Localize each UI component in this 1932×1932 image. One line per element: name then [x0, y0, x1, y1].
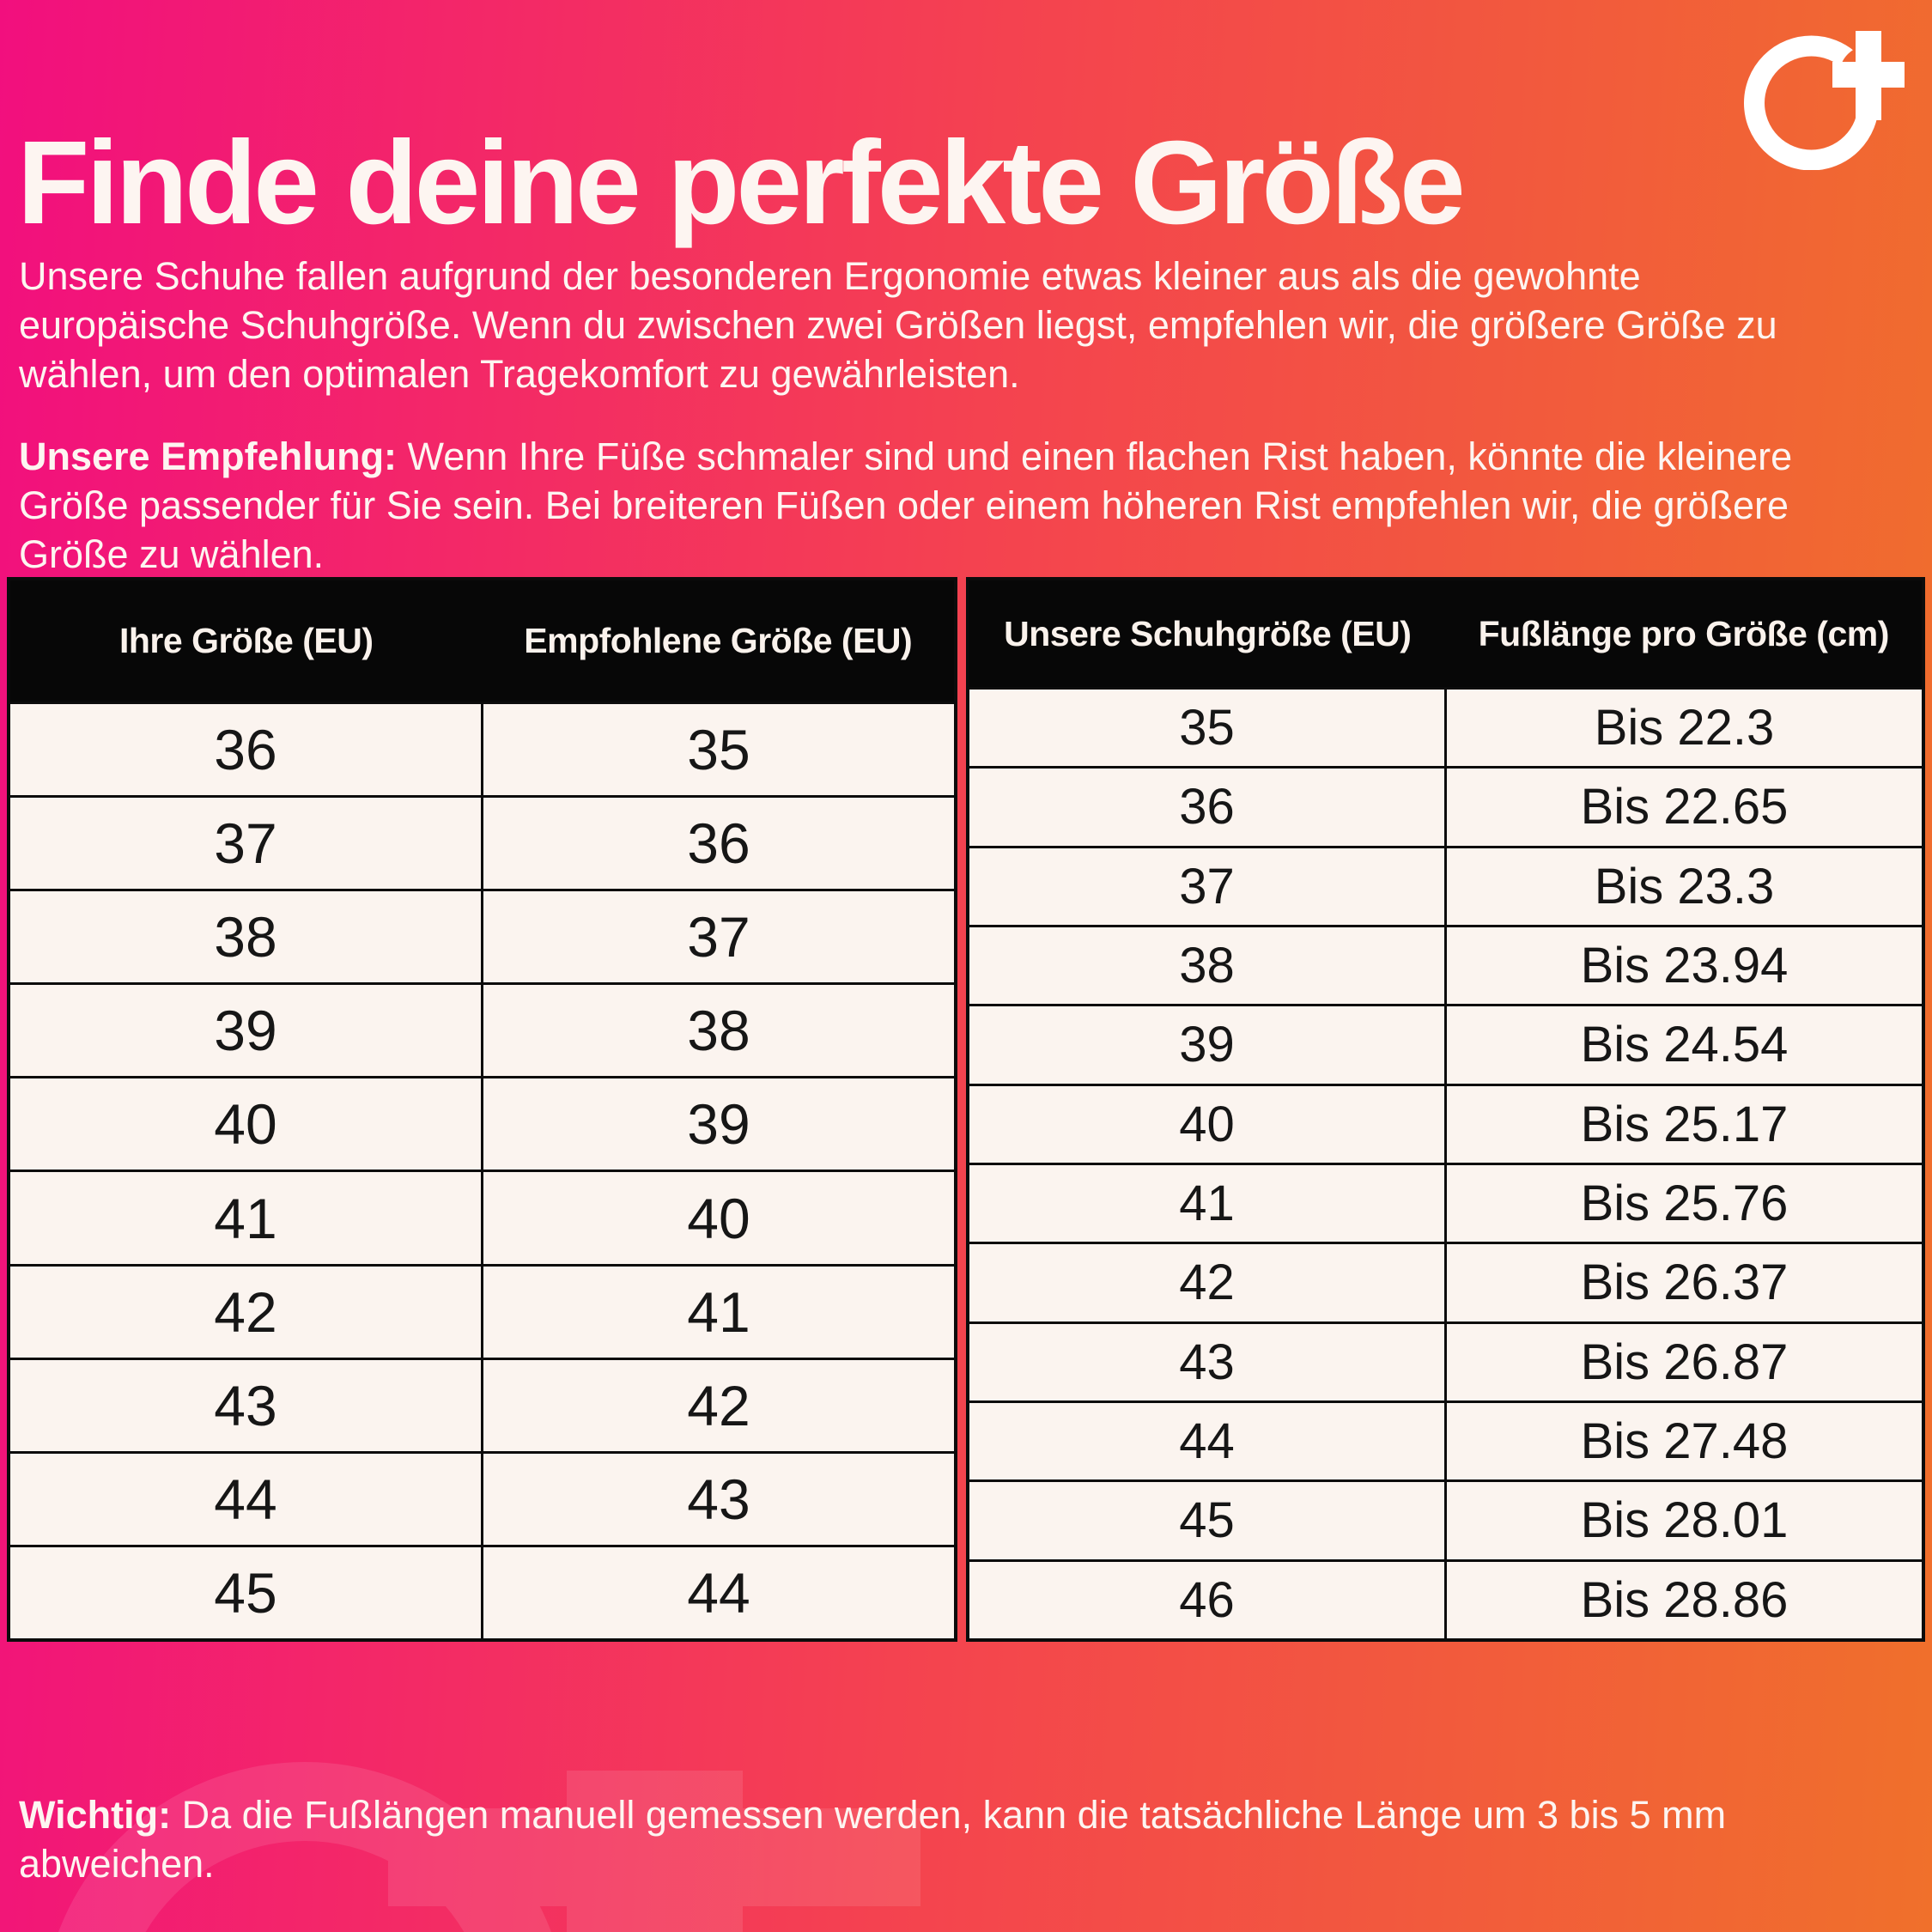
size-table-header-row: Ihre Größe (EU) Empfohlene Größe (EU)	[10, 580, 954, 702]
table-cell: 39	[481, 1078, 954, 1170]
size-recommendation-table: Ihre Größe (EU) Empfohlene Größe (EU) 36…	[7, 577, 957, 1642]
table-cell: 40	[481, 1172, 954, 1264]
table-cell: 36	[1179, 779, 1235, 835]
table-cell: 38	[214, 905, 277, 969]
table-row: 36 Bis 22.65	[969, 766, 1922, 846]
table-cell: 44	[214, 1467, 277, 1531]
table-row: 36 35	[10, 702, 954, 796]
table-cell: Bis 28.86	[1444, 1561, 1922, 1638]
table-cell: 43	[1179, 1334, 1235, 1390]
table-row: 44 Bis 27.48	[969, 1400, 1922, 1480]
table-row: 37 36	[10, 795, 954, 890]
foot-length-table-body: 35 Bis 22.3 36 Bis 22.65 37 Bis 23.3	[969, 687, 1922, 1638]
table-row: 40 Bis 25.17	[969, 1083, 1922, 1163]
footer-text: Da die Fußlängen manuell gemessen werden…	[19, 1793, 1727, 1886]
intro-paragraph: Unsere Schuhe fallen aufgrund der besond…	[19, 254, 1777, 396]
table-cell: 40	[214, 1092, 277, 1157]
table-cell: Bis 24.54	[1444, 1006, 1922, 1084]
foot-length-table-header-row: Unsere Schuhgröße (EU) Fußlänge pro Größ…	[969, 580, 1922, 687]
foot-length-table-header-foot-length: Fußlänge pro Größe (cm)	[1478, 613, 1890, 653]
table-cell: Bis 23.3	[1444, 848, 1922, 925]
table-row: 41 Bis 25.76	[969, 1162, 1922, 1242]
table-row: 45 44	[10, 1544, 954, 1638]
table-row: 43 42	[10, 1357, 954, 1451]
table-cell: 41	[481, 1266, 954, 1358]
size-table-header-recommended-size: Empfohlene Größe (EU)	[524, 621, 913, 660]
table-cell: 39	[214, 999, 277, 1063]
table-cell: 45	[214, 1560, 277, 1625]
footer-note: Wichtig: Da die Fußlängen manuell gemess…	[19, 1790, 1831, 1888]
table-cell: Bis 27.48	[1444, 1402, 1922, 1480]
table-row: 40 39	[10, 1076, 954, 1170]
table-cell: 44	[481, 1546, 954, 1638]
table-cell: Bis 22.65	[1444, 769, 1922, 846]
table-row: 46 Bis 28.86	[969, 1558, 1922, 1638]
table-cell: Bis 26.87	[1444, 1323, 1922, 1400]
size-table-body: 36 35 37 36 38 37 39 38	[10, 702, 954, 1638]
table-cell: 42	[1179, 1255, 1235, 1311]
recommendation-text: Wenn Ihre Füße schmaler sind und einen f…	[19, 434, 1793, 576]
page-title: Finde deine perfekte Größe	[17, 117, 1466, 250]
table-row: 35 Bis 22.3	[969, 687, 1922, 767]
table-row: 37 Bis 23.3	[969, 845, 1922, 925]
footer-label: Wichtig:	[19, 1793, 172, 1837]
table-cell: Bis 25.17	[1444, 1085, 1922, 1163]
table-cell: 35	[481, 704, 954, 796]
table-row: 38 Bis 23.94	[969, 924, 1922, 1005]
table-cell: 45	[1179, 1492, 1235, 1549]
table-row: 39 38	[10, 982, 954, 1077]
table-row: 39 Bis 24.54	[969, 1004, 1922, 1084]
recommendation-label: Unsere Empfehlung:	[19, 434, 398, 478]
size-tables-section: Ihre Größe (EU) Empfohlene Größe (EU) 36…	[7, 577, 1925, 1642]
table-row: 44 43	[10, 1450, 954, 1545]
table-cell: Bis 25.76	[1444, 1164, 1922, 1242]
table-row: 45 Bis 28.01	[969, 1479, 1922, 1559]
brand-logo-icon	[1744, 31, 1905, 170]
table-cell: 36	[214, 718, 277, 782]
table-cell: 35	[1179, 700, 1235, 756]
table-cell: 37	[1179, 858, 1235, 914]
table-cell: 37	[481, 891, 954, 983]
table-cell: 46	[1179, 1571, 1235, 1628]
table-row: 42 41	[10, 1263, 954, 1358]
table-cell: 43	[214, 1373, 277, 1437]
table-row: 43 Bis 26.87	[969, 1321, 1922, 1400]
recommendation-paragraph: Unsere Empfehlung: Wenn Ihre Füße schmal…	[19, 432, 1848, 579]
table-cell: 42	[481, 1359, 954, 1451]
table-cell: 38	[481, 985, 954, 1077]
table-cell: 39	[1179, 1017, 1235, 1073]
table-cell: 44	[1179, 1413, 1235, 1470]
table-row: 38 37	[10, 889, 954, 983]
table-row: 42 Bis 26.37	[969, 1242, 1922, 1321]
table-cell: 37	[214, 811, 277, 876]
size-table-header-your-size: Ihre Größe (EU)	[119, 621, 374, 660]
table-cell: 41	[214, 1186, 277, 1250]
table-cell: 40	[1179, 1096, 1235, 1152]
table-cell: Bis 28.01	[1444, 1482, 1922, 1559]
table-cell: Bis 22.3	[1444, 690, 1922, 767]
foot-length-table: Unsere Schuhgröße (EU) Fußlänge pro Größ…	[966, 577, 1925, 1642]
table-cell: 41	[1179, 1176, 1235, 1232]
foot-length-table-header-shoe-size: Unsere Schuhgröße (EU)	[1004, 613, 1412, 653]
table-row: 41 40	[10, 1170, 954, 1264]
table-cell: Bis 23.94	[1444, 927, 1922, 1005]
table-cell: 38	[1179, 938, 1235, 994]
table-cell: 42	[214, 1279, 277, 1344]
table-cell: Bis 26.37	[1444, 1244, 1922, 1321]
table-cell: 36	[481, 798, 954, 890]
table-cell: 43	[481, 1453, 954, 1545]
